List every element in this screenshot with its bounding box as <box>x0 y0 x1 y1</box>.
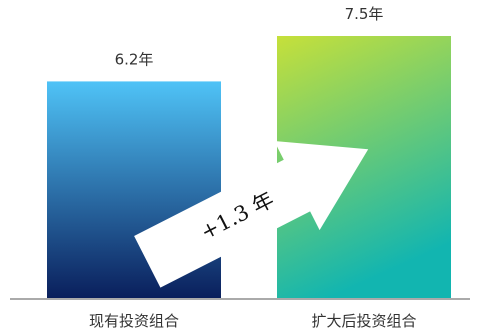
value-label-2: 7.5年 <box>345 5 384 23</box>
bars-group <box>47 36 451 298</box>
category-label-1: 现有投资组合 <box>89 312 179 330</box>
category-label-2: 扩大后投资组合 <box>311 312 416 330</box>
value-label-1: 6.2年 <box>115 50 154 68</box>
arrow-shape <box>134 141 369 288</box>
